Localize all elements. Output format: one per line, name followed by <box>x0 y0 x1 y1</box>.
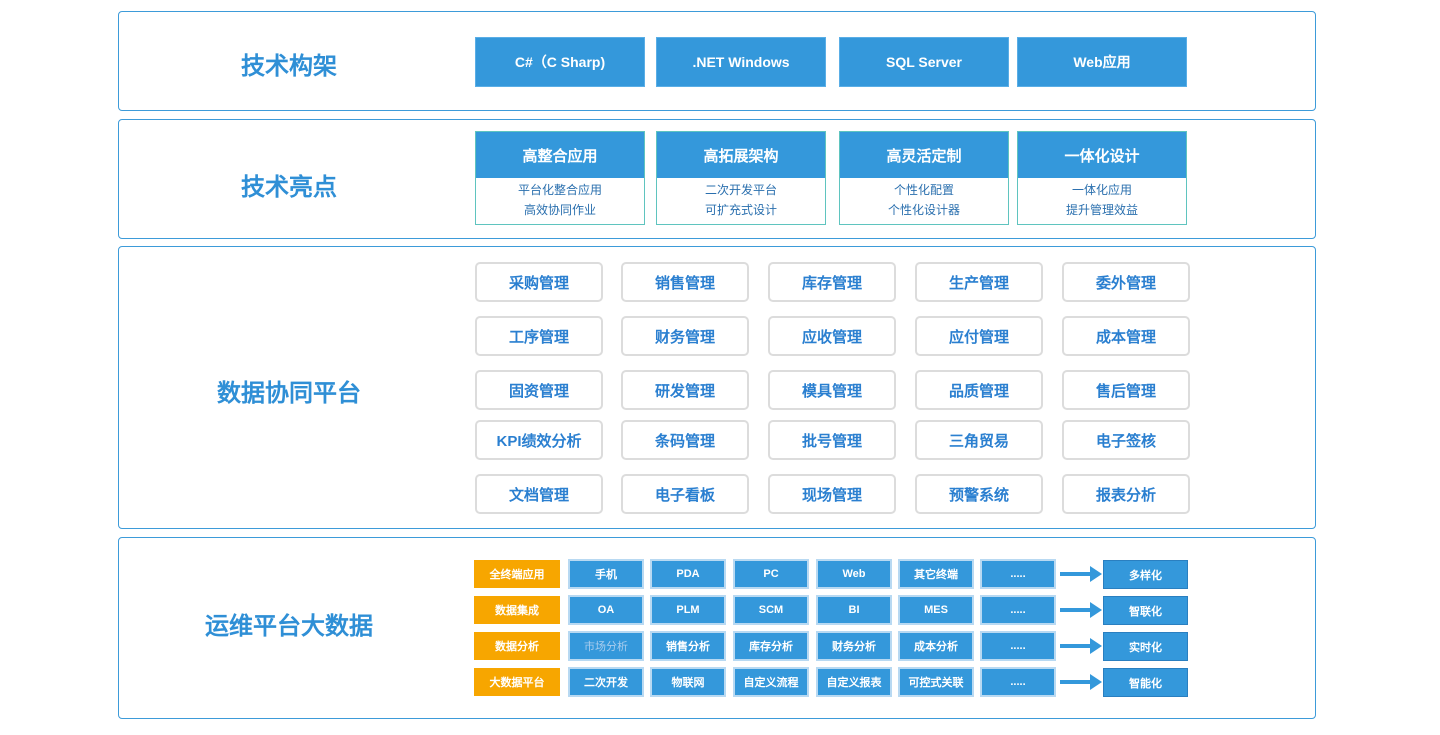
highlight-card: 一体化设计一体化应用提升管理效益 <box>1017 131 1187 225</box>
arrow-right-icon <box>1060 600 1102 620</box>
ops-cell: 成本分析 <box>898 631 974 661</box>
ops-cell: OA <box>568 595 644 625</box>
ops-cell: MES <box>898 595 974 625</box>
module-button[interactable]: 采购管理 <box>475 262 603 302</box>
ops-cell: ..... <box>980 559 1056 589</box>
module-button[interactable]: 预警系统 <box>915 474 1043 514</box>
highlight-card: 高整合应用平台化整合应用 高效协同作业 <box>475 131 645 225</box>
highlight-card: 高灵活定制个性化配置个性化设计器 <box>839 131 1009 225</box>
ops-cell: 市场分析 <box>568 631 644 661</box>
highlight-line: 高效协同作业 <box>523 203 596 217</box>
tech-stack-box: .NET Windows <box>656 37 826 87</box>
module-button[interactable]: 电子看板 <box>621 474 749 514</box>
highlight-line: 一体化应用 <box>1071 183 1132 197</box>
ops-row-label: 全终端应用 <box>474 560 560 588</box>
module-button[interactable]: 批号管理 <box>768 420 896 460</box>
ops-cell: SCM <box>733 595 809 625</box>
highlight-title: 一体化设计 <box>1018 132 1186 178</box>
module-button[interactable]: 成本管理 <box>1062 316 1190 356</box>
module-button[interactable]: 现场管理 <box>768 474 896 514</box>
highlight-line: 个性化配置 <box>893 183 954 197</box>
ops-result: 实时化 <box>1103 632 1188 661</box>
ops-cell: 二次开发 <box>568 667 644 697</box>
ops-result: 智能化 <box>1103 668 1188 697</box>
ops-cell: PC <box>733 559 809 589</box>
highlight-line: 平台化整合应用 <box>517 183 602 197</box>
module-button[interactable]: 库存管理 <box>768 262 896 302</box>
module-button[interactable]: 文档管理 <box>475 474 603 514</box>
highlight-line: 可扩充式设计 <box>704 203 777 217</box>
highlight-title: 高整合应用 <box>476 132 644 178</box>
module-button[interactable]: 委外管理 <box>1062 262 1190 302</box>
ops-cell: 销售分析 <box>650 631 726 661</box>
module-button[interactable]: 报表分析 <box>1062 474 1190 514</box>
section-title: 数据协同平台 <box>217 380 361 407</box>
ops-cell: 库存分析 <box>733 631 809 661</box>
section-ops-bigdata: 运维平台大数据 <box>118 537 1316 719</box>
highlight-title: 高灵活定制 <box>840 132 1008 178</box>
section-tech-architecture: 技术构架 <box>118 11 1316 111</box>
section-data-platform: 数据协同平台 <box>118 246 1316 529</box>
module-button[interactable]: 工序管理 <box>475 316 603 356</box>
ops-cell: Web <box>816 559 892 589</box>
highlight-line: 提升管理效益 <box>1065 203 1138 217</box>
module-button[interactable]: 应收管理 <box>768 316 896 356</box>
ops-result: 多样化 <box>1103 560 1188 589</box>
section-title: 运维平台大数据 <box>205 613 373 640</box>
module-button[interactable]: 三角贸易 <box>915 420 1043 460</box>
ops-row-label: 数据分析 <box>474 632 560 660</box>
module-button[interactable]: 条码管理 <box>621 420 749 460</box>
ops-result: 智联化 <box>1103 596 1188 625</box>
tech-stack-box: Web应用 <box>1017 37 1187 87</box>
ops-cell: ..... <box>980 631 1056 661</box>
arrow-right-icon <box>1060 636 1102 656</box>
highlight-card: 高拓展架构二次开发平台 可扩充式设计 <box>656 131 826 225</box>
ops-cell: BI <box>816 595 892 625</box>
section-tech-highlights: 技术亮点 <box>118 119 1316 239</box>
arrow-right-icon <box>1060 672 1102 692</box>
module-button[interactable]: 研发管理 <box>621 370 749 410</box>
module-button[interactable]: 生产管理 <box>915 262 1043 302</box>
tech-stack-box: C#（C Sharp) <box>475 37 645 87</box>
arrow-right-icon <box>1060 564 1102 584</box>
ops-cell: PDA <box>650 559 726 589</box>
ops-cell: 其它终端 <box>898 559 974 589</box>
module-button[interactable]: 品质管理 <box>915 370 1043 410</box>
tech-stack-box: SQL Server <box>839 37 1009 87</box>
ops-cell: 手机 <box>568 559 644 589</box>
ops-cell: 自定义报表 <box>816 667 892 697</box>
ops-cell: 物联网 <box>650 667 726 697</box>
ops-cell: 可控式关联 <box>898 667 974 697</box>
module-button[interactable]: KPI绩效分析 <box>475 420 603 460</box>
highlight-line: 二次开发平台 <box>704 183 777 197</box>
ops-cell: 自定义流程 <box>733 667 809 697</box>
module-button[interactable]: 销售管理 <box>621 262 749 302</box>
ops-cell: ..... <box>980 667 1056 697</box>
ops-cell: 财务分析 <box>816 631 892 661</box>
section-title: 技术构架 <box>241 53 337 80</box>
ops-row-label: 数据集成 <box>474 596 560 624</box>
module-button[interactable]: 电子签核 <box>1062 420 1190 460</box>
ops-row-label: 大数据平台 <box>474 668 560 696</box>
module-button[interactable]: 财务管理 <box>621 316 749 356</box>
module-button[interactable]: 售后管理 <box>1062 370 1190 410</box>
module-button[interactable]: 固资管理 <box>475 370 603 410</box>
highlight-title: 高拓展架构 <box>657 132 825 178</box>
ops-cell: ..... <box>980 595 1056 625</box>
highlight-line: 个性化设计器 <box>887 203 960 217</box>
module-button[interactable]: 应付管理 <box>915 316 1043 356</box>
module-button[interactable]: 模具管理 <box>768 370 896 410</box>
section-title: 技术亮点 <box>241 174 337 201</box>
ops-cell: PLM <box>650 595 726 625</box>
